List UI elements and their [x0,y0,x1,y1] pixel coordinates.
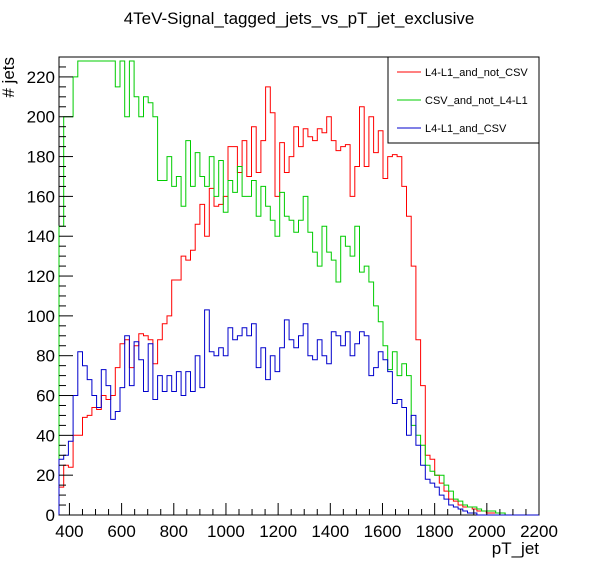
y-tick-label-6: 120 [27,267,55,286]
legend-label-0: L4-L1_and_not_CSV [425,67,528,79]
y-tick-label-11: 220 [27,68,55,87]
legend: L4-L1_and_not_CSV CSV_and_not_L4-L1 L4-L1_… [387,56,540,144]
x-tick-label-2: 800 [160,522,188,541]
y-tick-label-2: 40 [36,426,55,445]
x-tick-label-0: 400 [55,522,83,541]
y-tick-label-3: 60 [36,387,55,406]
legend-label-1: CSV_and_not_L4-L1 [425,95,528,107]
series-layer [58,60,539,516]
x-tick-label-3: 1000 [207,522,245,541]
y-tick-label-0: 0 [46,506,55,525]
y-tick-label-7: 140 [27,227,55,246]
x-tick-label-7: 1800 [416,522,454,541]
y-tick-label-5: 100 [27,307,55,326]
y-tick-label-1: 20 [36,466,55,485]
chart-title: 4TeV-Signal_tagged_jets_vs_pT_jet_exclus… [124,9,475,28]
series-line-1 [58,60,539,516]
y-tick-label-8: 160 [27,187,55,206]
x-tick-label-1: 600 [107,522,135,541]
x-axis-label: pT_jet [492,539,540,558]
y-axis-label: # jets [0,57,18,98]
series-line-2 [58,309,539,516]
y-tick-label-4: 80 [36,347,55,366]
y-tick-label-9: 180 [27,148,55,167]
legend-label-2: L4-L1_and_CSV [425,123,507,135]
x-tick-label-6: 1600 [364,522,402,541]
x-axis: 400 600 800 1000 1200 1400 1600 1800 2000 2200 [55,503,558,541]
y-tick-label-10: 200 [27,108,55,127]
x-tick-label-5: 1400 [311,522,349,541]
x-tick-label-8: 2000 [468,522,506,541]
x-tick-label-9: 2200 [520,522,558,541]
y-axis: 0 20 40 60 80 100 120 140 160 180 200 220 [27,66,73,525]
series-line-0 [58,86,539,516]
x-tick-label-4: 1200 [259,522,297,541]
